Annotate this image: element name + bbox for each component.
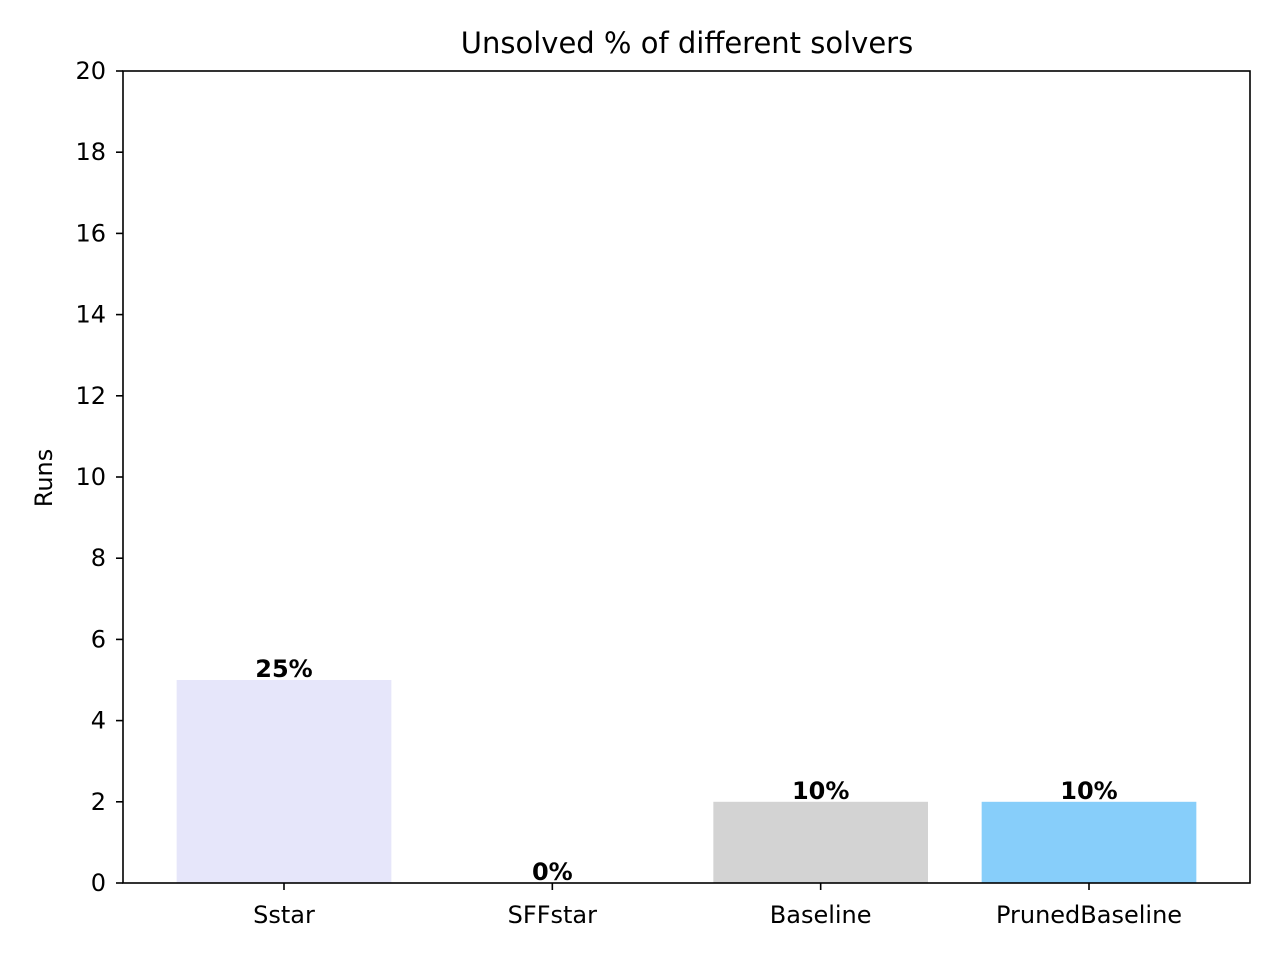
y-tick-label: 14 bbox=[75, 301, 106, 329]
plot-frame bbox=[122, 70, 1251, 884]
bars-group bbox=[176, 680, 1197, 883]
bar-value-label: 25% bbox=[255, 655, 312, 683]
x-tick-label: Sstar bbox=[253, 901, 315, 929]
y-tick-label: 12 bbox=[75, 382, 106, 410]
x-axis: Sstar SFFstar Baseline PrunedBaseline bbox=[253, 883, 1182, 929]
y-tick-label: 18 bbox=[75, 138, 106, 166]
y-tick-label: 2 bbox=[91, 788, 106, 816]
bar-value-label: 10% bbox=[792, 777, 849, 805]
chart-title: Unsolved % of different solvers bbox=[461, 26, 913, 60]
y-tick-label: 20 bbox=[75, 57, 106, 85]
y-axis-label: Runs bbox=[30, 449, 58, 508]
bar-prunedbaseline bbox=[981, 801, 1197, 883]
x-tick-label: SFFstar bbox=[508, 901, 597, 929]
y-tick-label: 16 bbox=[75, 219, 106, 247]
x-tick-label: PrunedBaseline bbox=[996, 901, 1182, 929]
bar-sstar bbox=[176, 680, 392, 883]
y-tick-label: 8 bbox=[91, 544, 106, 572]
y-tick-label: 6 bbox=[91, 625, 106, 653]
bar-value-label: 10% bbox=[1060, 777, 1117, 805]
x-tick-label: Baseline bbox=[770, 901, 872, 929]
y-tick-label: 4 bbox=[91, 707, 106, 735]
y-axis: 0 2 4 6 8 10 12 14 16 18 20 bbox=[75, 57, 123, 897]
bar-baseline bbox=[713, 801, 928, 883]
y-tick-label: 10 bbox=[75, 463, 106, 491]
bar-value-label: 0% bbox=[532, 858, 573, 886]
bar-labels-group: 25% 0% 10% 10% bbox=[255, 655, 1117, 886]
y-tick-label: 0 bbox=[91, 869, 106, 897]
